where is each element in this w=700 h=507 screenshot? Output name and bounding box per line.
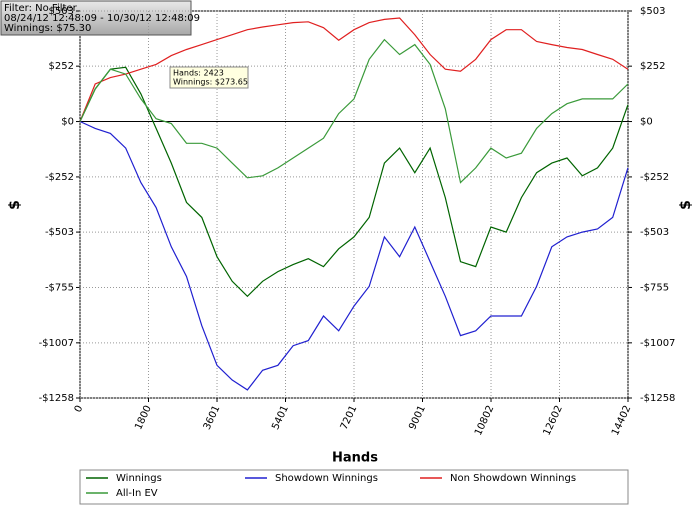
y2-axis-label: $	[678, 200, 694, 210]
info-line: Winnings: $75.30	[4, 23, 91, 34]
info-box: Filter: No Filter 08/24/12 12:48:09 - 10…	[0, 0, 200, 36]
y-tick-label: -$755	[45, 282, 74, 293]
info-line: 08/24/12 12:48:09 - 10/30/12 12:48:09	[4, 13, 200, 24]
series-line	[79, 120, 629, 391]
y2-tick-label: -$1258	[640, 393, 675, 404]
y2-tick-label: $0	[640, 117, 653, 128]
series-line	[79, 66, 629, 298]
y-tick-label: $503	[49, 6, 74, 17]
series-line	[79, 17, 629, 122]
y-tick-label: -$1007	[39, 338, 74, 349]
y2-tick-label: -$755	[640, 282, 669, 293]
x-tick-label: 14402	[610, 404, 633, 437]
tooltip-line: Winnings: $273.65	[173, 78, 248, 87]
y-tick-label: -$252	[45, 172, 74, 183]
x-tick-label: 1800	[133, 404, 154, 432]
x-tick-label: 10802	[473, 404, 496, 437]
y2-tick-label: $252	[640, 61, 665, 72]
legend: Winnings Showdown Winnings Non Showdown Wi…	[79, 469, 629, 505]
y-tick-label: -$503	[45, 227, 74, 238]
series-line	[79, 38, 629, 184]
x-tick-label: 7201	[339, 404, 360, 432]
y2-tick-label: -$1007	[640, 338, 675, 349]
plot-area	[79, 10, 629, 399]
legend-label: Non Showdown Winnings	[450, 473, 576, 484]
x-tick-label: 12602	[542, 404, 565, 437]
y2-tick-label: -$503	[640, 227, 669, 238]
legend-label: Winnings	[116, 473, 162, 484]
info-line: Filter: No Filter	[4, 3, 78, 14]
tooltip-box	[169, 66, 249, 89]
y-tick-label: $252	[49, 61, 74, 72]
x-tick-label: 5401	[270, 404, 291, 432]
y2-tick-label: -$252	[640, 172, 669, 183]
y-tick-label: $0	[61, 117, 74, 128]
x-tick-label: 3601	[202, 404, 223, 432]
x-tick-label: 0	[73, 404, 86, 414]
legend-label: Showdown Winnings	[275, 473, 378, 484]
y2-tick-label: $503	[640, 6, 665, 17]
tooltip-line: Hands: 2423	[173, 69, 224, 78]
legend-label: All-In EV	[116, 488, 158, 499]
y-tick-label: -$1258	[39, 393, 74, 404]
x-tick-label: 9001	[407, 404, 428, 432]
y-axis-label: $	[7, 200, 23, 210]
x-axis-label: Hands	[332, 451, 378, 466]
